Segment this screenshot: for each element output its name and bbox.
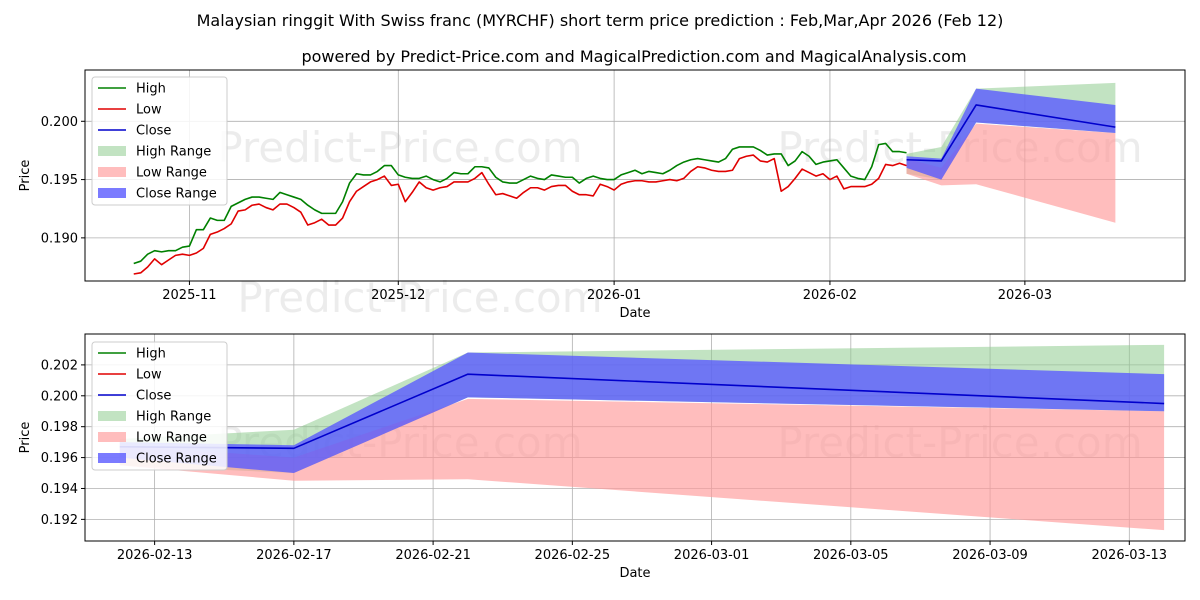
legend-label: Close Range bbox=[136, 187, 217, 202]
close-range-band bbox=[906, 88, 1116, 180]
top-price-panel: Predict-Price.comPredict-Price.comPredic… bbox=[18, 69, 1186, 322]
bottom-ytick-label: 0.196 bbox=[41, 451, 78, 466]
high-series-line bbox=[133, 142, 907, 265]
legend-swatch-patch bbox=[98, 167, 126, 177]
legend-swatch-patch bbox=[98, 188, 126, 198]
watermark-text: Predict-Price.com bbox=[217, 123, 582, 172]
legend-label: Low Range bbox=[136, 431, 207, 446]
bottom-xtick-label: 2026-02-17 bbox=[256, 548, 332, 563]
bottom-ytick-label: 0.202 bbox=[41, 358, 78, 373]
legend-label: High bbox=[136, 82, 166, 97]
chart-title: Malaysian ringgit With Swiss franc (MYRC… bbox=[197, 11, 1004, 30]
low-series-line bbox=[133, 154, 907, 275]
legend-swatch-patch bbox=[98, 432, 126, 442]
bottom-xtick-label: 2026-03-05 bbox=[813, 548, 889, 563]
legend-label: Close bbox=[136, 389, 171, 404]
top-ytick-label: 0.200 bbox=[41, 115, 78, 130]
bottom-xlabel: Date bbox=[619, 566, 650, 581]
bottom-xtick-label: 2026-03-01 bbox=[674, 548, 750, 563]
top-axes-frame bbox=[84, 69, 1186, 282]
bottom-xtick-label: 2026-02-13 bbox=[117, 548, 193, 563]
legend-swatch-patch bbox=[98, 453, 126, 463]
legend-label: Low bbox=[136, 103, 162, 118]
chart-subtitle: powered by Predict-Price.com and Magical… bbox=[301, 47, 966, 66]
top-xlabel: Date bbox=[619, 306, 650, 321]
bottom-forecast-panel: Predict-Price.comPredict-Price.com2026-0… bbox=[18, 333, 1186, 581]
legend-label: High Range bbox=[136, 145, 211, 160]
top-xtick-label: 2026-03 bbox=[998, 288, 1052, 303]
top-xtick-label: 2025-11 bbox=[162, 288, 216, 303]
bottom-ytick-label: 0.192 bbox=[41, 513, 78, 528]
legend-label: High bbox=[136, 347, 166, 362]
bottom-xtick-label: 2026-03-09 bbox=[952, 548, 1028, 563]
close-range-band bbox=[119, 352, 1165, 474]
bottom-ytick-label: 0.200 bbox=[41, 389, 78, 404]
bottom-xtick-label: 2026-03-13 bbox=[1092, 548, 1168, 563]
legend-label: Close bbox=[136, 124, 171, 139]
bottom-ylabel: Price bbox=[18, 422, 33, 454]
legend-swatch-patch bbox=[98, 146, 126, 156]
legend-label: Low Range bbox=[136, 166, 207, 181]
top-ytick-label: 0.190 bbox=[41, 231, 78, 246]
legend-swatch-patch bbox=[98, 411, 126, 421]
top-xtick-label: 2026-01 bbox=[587, 288, 641, 303]
top-xtick-label: 2026-02 bbox=[803, 288, 857, 303]
top-xtick-label: 2025-12 bbox=[371, 288, 425, 303]
bottom-ytick-label: 0.194 bbox=[41, 482, 78, 497]
bottom-ytick-label: 0.198 bbox=[41, 420, 78, 435]
bottom-axes-frame bbox=[84, 333, 1186, 542]
bottom-xtick-label: 2026-02-21 bbox=[395, 548, 471, 563]
top-ylabel: Price bbox=[18, 160, 33, 192]
legend-label: Close Range bbox=[136, 452, 217, 467]
legend-label: Low bbox=[136, 368, 162, 383]
legend-label: High Range bbox=[136, 410, 211, 425]
bottom-xtick-label: 2026-02-25 bbox=[535, 548, 611, 563]
close-forecast-line bbox=[906, 104, 1116, 162]
top-ytick-label: 0.195 bbox=[41, 173, 78, 188]
